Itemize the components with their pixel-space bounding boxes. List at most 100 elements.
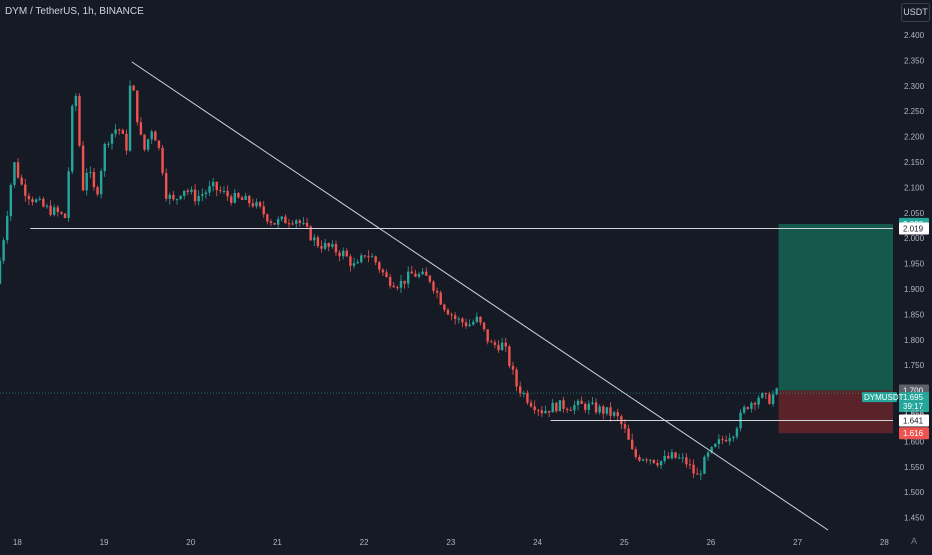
auto-scale-button[interactable]: A: [911, 536, 918, 546]
candle-body: [114, 129, 117, 134]
candle-body: [183, 190, 186, 196]
candle-body: [334, 244, 338, 253]
candle-body: [710, 446, 713, 453]
candle-body: [576, 400, 580, 406]
candle-body: [609, 407, 612, 416]
candle-body: [204, 192, 208, 195]
candle-body: [732, 436, 735, 439]
candle-body: [211, 181, 215, 187]
candle-body: [663, 455, 666, 461]
candle-body: [258, 202, 262, 207]
candle-body: [425, 271, 428, 276]
candle-body: [573, 405, 576, 411]
candle-body: [24, 184, 27, 196]
candle-body: [699, 473, 703, 475]
candle-body: [771, 394, 775, 404]
candle-body: [150, 131, 153, 140]
candle-body: [735, 428, 739, 437]
candle-body: [742, 407, 746, 413]
candle-body: [49, 205, 52, 215]
candle-body: [38, 198, 41, 200]
candle-body: [233, 193, 237, 203]
profit-zone: [778, 223, 893, 391]
candle-body: [125, 133, 128, 151]
x-tick-label: 25: [620, 538, 629, 547]
candle-body: [757, 397, 760, 405]
candle-body: [103, 144, 106, 172]
candle-body: [410, 271, 414, 274]
candle-body: [186, 190, 190, 192]
candle-body: [248, 195, 251, 204]
candle-body: [482, 322, 486, 330]
y-tick-label: 1.950: [904, 260, 925, 269]
candle-body: [291, 223, 294, 225]
candle-body: [417, 274, 421, 277]
y-tick-label: 2.100: [904, 183, 925, 192]
candle-body: [92, 171, 96, 188]
candle-body: [432, 281, 435, 291]
candle-body: [27, 195, 31, 200]
x-tick-label: 23: [446, 538, 455, 547]
candle-body: [349, 256, 352, 266]
candle-body: [681, 457, 684, 459]
countdown-label: 39:17: [903, 402, 924, 411]
candle-body: [526, 392, 529, 403]
candle-body: [13, 162, 16, 185]
candle-body: [396, 287, 399, 289]
candle-body: [522, 392, 526, 394]
candle-body: [240, 197, 244, 200]
candle-body: [172, 194, 175, 200]
candle-body: [280, 216, 283, 220]
candle-body: [197, 195, 200, 202]
y-tick-label: 1.800: [904, 336, 925, 345]
candle-body: [0, 260, 2, 284]
candle-body: [450, 314, 453, 316]
candle-body: [692, 464, 695, 474]
candle-body: [287, 223, 291, 225]
candle-body: [244, 195, 247, 200]
x-tick-label: 27: [793, 538, 802, 547]
candle-body: [435, 290, 439, 293]
symbol-tag-box: [862, 392, 897, 403]
candle-body: [345, 250, 348, 257]
candle-body: [677, 457, 681, 459]
candle-body: [78, 95, 81, 146]
candle-body: [284, 216, 287, 224]
y-tick-label: 1.750: [904, 361, 925, 370]
candle-body: [616, 412, 619, 417]
candle-body: [594, 402, 598, 413]
candle-body: [641, 459, 645, 461]
candle-body: [146, 139, 150, 150]
candle-body: [107, 143, 110, 145]
candle-body: [612, 412, 616, 416]
candle-body: [544, 410, 547, 414]
candle-body: [132, 85, 135, 91]
small-price-label: 1.656: [904, 409, 925, 418]
candle-body: [298, 220, 302, 224]
candle-body: [96, 187, 99, 195]
candle-body: [724, 439, 728, 442]
candle-body: [428, 275, 432, 282]
candle-body: [508, 346, 511, 366]
candle-body: [305, 222, 309, 227]
candle-body: [591, 402, 594, 404]
candle-body: [378, 262, 381, 270]
candle-body: [331, 244, 334, 247]
candle-body: [515, 369, 518, 387]
entry-tag-label: 1.700: [903, 387, 924, 396]
currency-button[interactable]: USDT: [901, 3, 930, 22]
candle-body: [52, 207, 56, 215]
candle-body: [598, 406, 601, 413]
candle-body: [511, 365, 515, 370]
candle-body: [56, 207, 59, 213]
candle-body: [179, 195, 182, 200]
candle-body: [775, 388, 778, 395]
candle-body: [652, 459, 656, 464]
candle-body: [750, 402, 753, 409]
candle-body: [714, 443, 717, 447]
candle-body: [316, 237, 320, 247]
candle-body: [136, 90, 139, 123]
candle-body: [540, 410, 544, 414]
